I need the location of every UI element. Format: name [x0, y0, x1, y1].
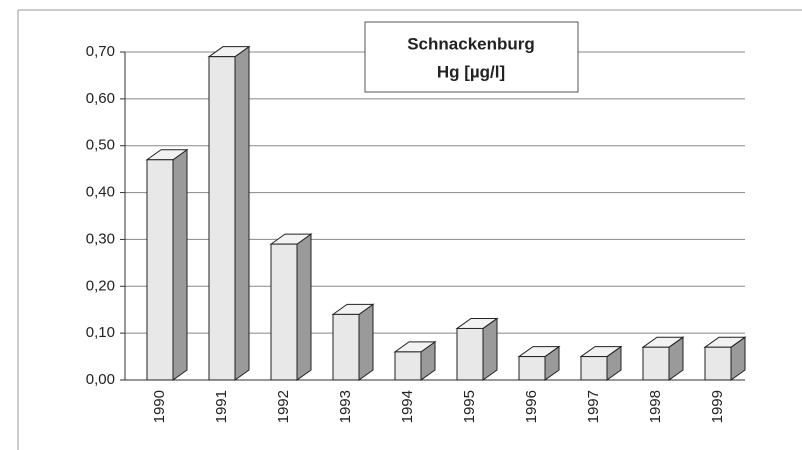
- bar-side: [296, 233, 312, 381]
- y-tick-label: 0,50: [86, 137, 115, 154]
- x-tick-label: 1992: [275, 390, 292, 423]
- y-tick-label: 0,20: [86, 277, 115, 294]
- title-box: [364, 21, 579, 93]
- bar: [703, 336, 747, 381]
- bar-front: [394, 351, 422, 381]
- bar-front: [704, 346, 732, 381]
- bar: [517, 345, 561, 381]
- plot: 0,00 0,10 0,20 0,30 0,40 0,50 0,60 0,70 1990 1991…: [86, 43, 747, 423]
- bar-front: [518, 356, 546, 381]
- x-tick-label: 1990: [151, 390, 168, 423]
- bar: [641, 336, 685, 381]
- bar-side: [482, 317, 498, 381]
- bar-front: [642, 346, 670, 381]
- chart-subtitle: Hg [µg/l]: [437, 62, 505, 81]
- bar-front: [270, 243, 298, 381]
- bar-front: [456, 327, 484, 381]
- x-tick-label: 1991: [213, 390, 230, 423]
- x-tick-label: 1993: [337, 390, 354, 423]
- bar-front: [332, 313, 360, 381]
- bar: [455, 317, 499, 381]
- x-tick-label: 1998: [647, 390, 664, 423]
- bar-front: [580, 356, 608, 381]
- x-tick-label: 1995: [461, 390, 478, 423]
- x-tick-label: 1996: [523, 390, 540, 423]
- bar-front: [146, 159, 174, 381]
- x-tick-label: 1994: [399, 390, 416, 423]
- bar: [331, 303, 375, 381]
- y-tick-label: 0,60: [86, 90, 115, 107]
- y-tick-label: 0,40: [86, 184, 115, 201]
- bar-side: [358, 303, 374, 381]
- bar: [207, 45, 251, 381]
- x-tick-label: 1999: [709, 390, 726, 423]
- bar: [269, 233, 313, 381]
- y-tick-label: 0,70: [86, 43, 115, 60]
- bar: [145, 148, 189, 381]
- bar-side: [172, 148, 188, 381]
- y-tick-label: 0,00: [86, 371, 115, 388]
- y-tick-label: 0,30: [86, 230, 115, 247]
- bar: [393, 340, 437, 381]
- x-tick-label: 1997: [585, 390, 602, 423]
- chart-title: Schnackenburg: [407, 34, 535, 53]
- y-tick-label: 0,10: [86, 324, 115, 341]
- bar-front: [208, 56, 236, 381]
- bar-side: [234, 45, 250, 381]
- bar: [579, 345, 623, 381]
